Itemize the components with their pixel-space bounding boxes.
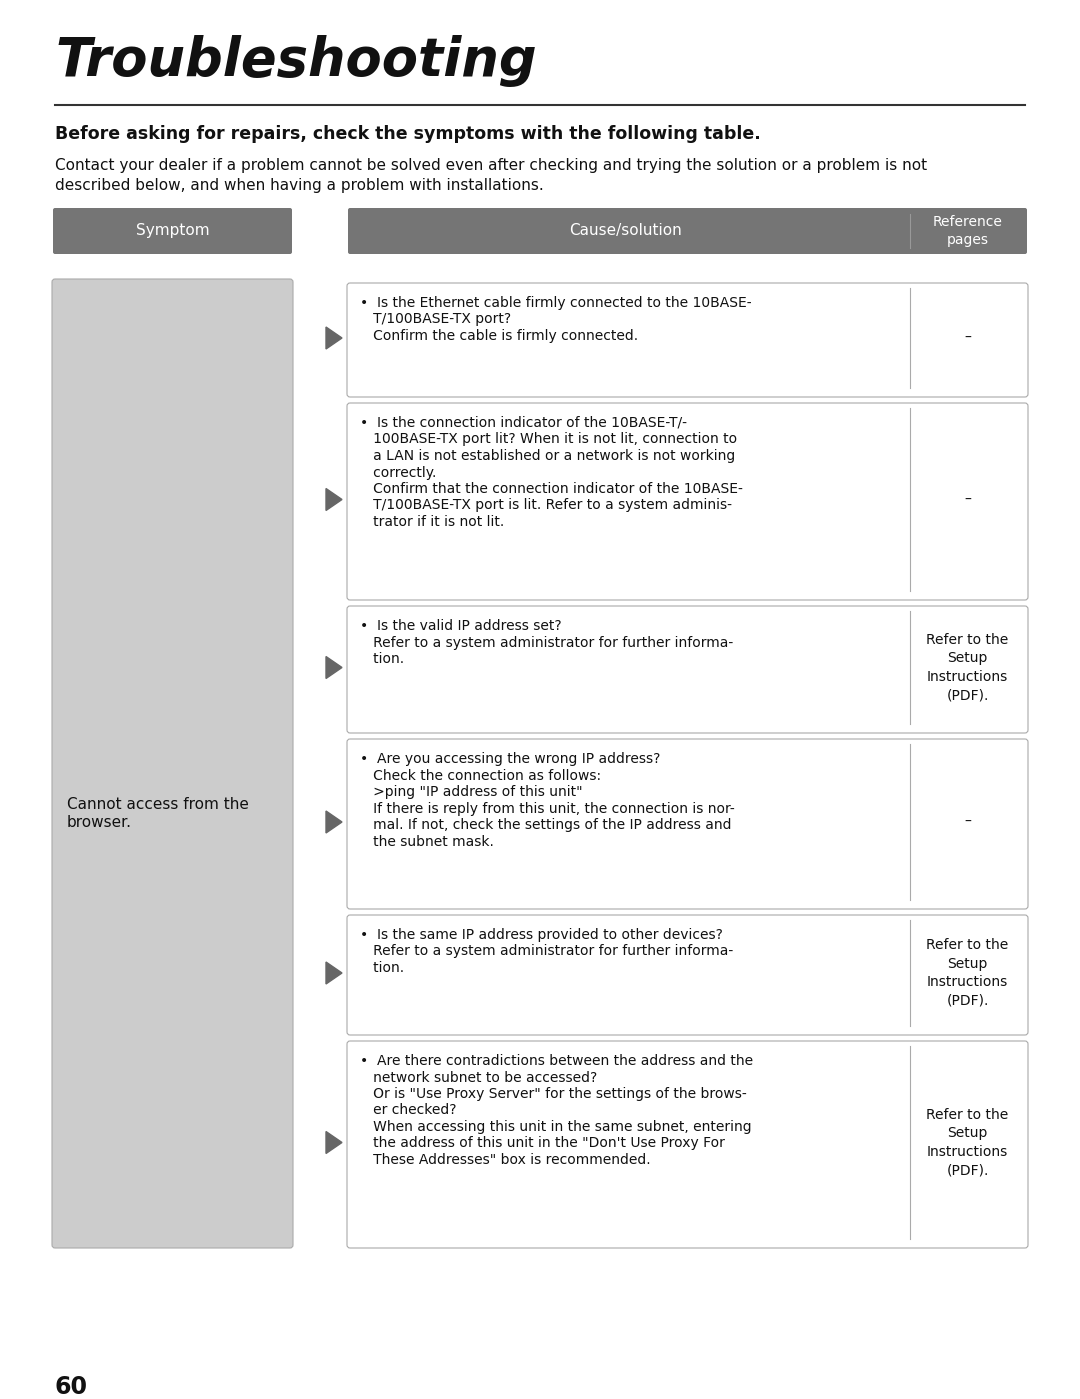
Text: •  Is the connection indicator of the 10BASE-T/-: • Is the connection indicator of the 10B… <box>360 416 687 429</box>
Text: Confirm the cable is firmly connected.: Confirm the cable is firmly connected. <box>360 329 638 343</box>
Text: tion.: tion. <box>360 652 404 666</box>
FancyBboxPatch shape <box>53 208 292 255</box>
Text: If there is reply from this unit, the connection is nor-: If there is reply from this unit, the co… <box>360 802 734 816</box>
Text: Refer to a system administrator for further informa-: Refer to a system administrator for furt… <box>360 944 733 958</box>
Text: When accessing this unit in the same subnet, entering: When accessing this unit in the same sub… <box>360 1121 752 1135</box>
Text: described below, and when having a problem with installations.: described below, and when having a probl… <box>55 178 543 193</box>
Text: 60: 60 <box>55 1375 87 1399</box>
Text: •  Is the Ethernet cable firmly connected to the 10BASE-: • Is the Ethernet cable firmly connected… <box>360 297 752 311</box>
Polygon shape <box>326 1132 342 1154</box>
FancyBboxPatch shape <box>347 606 1028 733</box>
Text: –: – <box>964 816 971 830</box>
FancyBboxPatch shape <box>347 915 1028 1035</box>
Text: T/100BASE-TX port?: T/100BASE-TX port? <box>360 312 511 326</box>
FancyBboxPatch shape <box>347 403 1028 600</box>
Text: Check the connection as follows:: Check the connection as follows: <box>360 768 602 782</box>
Text: Reference
pages: Reference pages <box>932 215 1002 246</box>
Text: •  Are there contradictions between the address and the: • Are there contradictions between the a… <box>360 1053 753 1067</box>
Text: browser.: browser. <box>67 814 132 830</box>
Text: Refer to a system administrator for further informa-: Refer to a system administrator for furt… <box>360 635 733 649</box>
Text: tion.: tion. <box>360 961 404 975</box>
FancyBboxPatch shape <box>347 739 1028 909</box>
FancyBboxPatch shape <box>52 278 293 1248</box>
Text: –: – <box>964 332 971 346</box>
Text: Refer to the
Setup
Instructions
(PDF).: Refer to the Setup Instructions (PDF). <box>927 1108 1009 1177</box>
Text: mal. If not, check the settings of the IP address and: mal. If not, check the settings of the I… <box>360 818 731 832</box>
Text: trator if it is not lit.: trator if it is not lit. <box>360 515 504 529</box>
Polygon shape <box>326 963 342 983</box>
Text: Or is "Use Proxy Server" for the settings of the brows-: Or is "Use Proxy Server" for the setting… <box>360 1087 746 1101</box>
Text: correctly.: correctly. <box>360 466 436 480</box>
Text: –: – <box>964 492 971 506</box>
Polygon shape <box>326 327 342 348</box>
Text: •  Is the valid IP address set?: • Is the valid IP address set? <box>360 618 562 632</box>
Text: Troubleshooting: Troubleshooting <box>55 35 537 87</box>
Text: Before asking for repairs, check the symptoms with the following table.: Before asking for repairs, check the sym… <box>55 125 760 143</box>
Text: the address of this unit in the "Don't Use Proxy For: the address of this unit in the "Don't U… <box>360 1136 725 1150</box>
Text: Confirm that the connection indicator of the 10BASE-: Confirm that the connection indicator of… <box>360 483 743 497</box>
Text: er checked?: er checked? <box>360 1104 457 1118</box>
Text: Refer to the
Setup
Instructions
(PDF).: Refer to the Setup Instructions (PDF). <box>927 939 1009 1007</box>
Text: Cause/solution: Cause/solution <box>569 224 683 238</box>
Text: Symptom: Symptom <box>136 224 210 238</box>
Text: >ping "IP address of this unit": >ping "IP address of this unit" <box>360 785 582 799</box>
Text: 100BASE-TX port lit? When it is not lit, connection to: 100BASE-TX port lit? When it is not lit,… <box>360 432 738 446</box>
Text: a LAN is not established or a network is not working: a LAN is not established or a network is… <box>360 449 735 463</box>
FancyBboxPatch shape <box>348 208 1027 255</box>
Polygon shape <box>326 488 342 511</box>
FancyBboxPatch shape <box>347 283 1028 397</box>
Text: Cannot access from the: Cannot access from the <box>67 796 248 811</box>
Text: Refer to the
Setup
Instructions
(PDF).: Refer to the Setup Instructions (PDF). <box>927 632 1009 702</box>
Text: network subnet to be accessed?: network subnet to be accessed? <box>360 1070 597 1084</box>
Text: the subnet mask.: the subnet mask. <box>360 834 494 849</box>
Text: •  Is the same IP address provided to other devices?: • Is the same IP address provided to oth… <box>360 928 723 942</box>
Text: These Addresses" box is recommended.: These Addresses" box is recommended. <box>360 1153 650 1167</box>
FancyBboxPatch shape <box>347 1041 1028 1248</box>
Text: •  Are you accessing the wrong IP address?: • Are you accessing the wrong IP address… <box>360 753 660 767</box>
Polygon shape <box>326 656 342 679</box>
Text: T/100BASE-TX port is lit. Refer to a system adminis-: T/100BASE-TX port is lit. Refer to a sys… <box>360 498 732 512</box>
Polygon shape <box>326 811 342 832</box>
Text: Contact your dealer if a problem cannot be solved even after checking and trying: Contact your dealer if a problem cannot … <box>55 158 927 173</box>
